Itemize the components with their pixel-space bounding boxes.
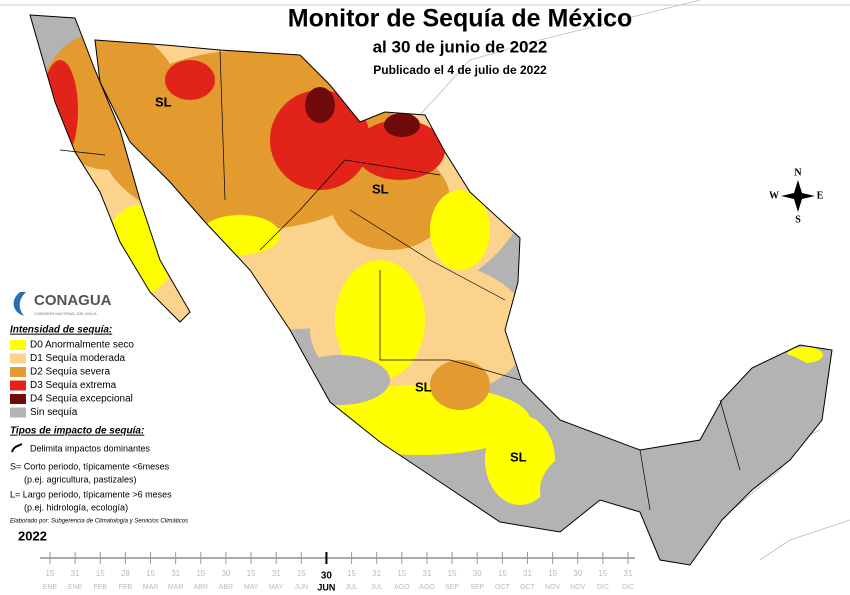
- credit: Elaborado por: Subgerencia de Climatolog…: [10, 519, 188, 525]
- impact-item: (p.ej. hidrología, ecología): [24, 502, 128, 512]
- timeline-month: MAR: [143, 584, 159, 591]
- compass: N S E W: [769, 167, 824, 225]
- timeline-month: OCT: [520, 584, 536, 591]
- timeline-day: 15: [146, 569, 155, 578]
- timeline-month: JUL: [370, 584, 383, 591]
- timeline-day: 31: [624, 569, 633, 578]
- impact-label: SL: [372, 181, 389, 196]
- legend-title: Intensidad de sequía:: [10, 325, 112, 336]
- timeline-month: ABR: [194, 584, 208, 591]
- compass-n: N: [794, 167, 802, 178]
- legend-swatch: [10, 340, 26, 350]
- impact-line-symbol: [11, 443, 23, 453]
- timeline-month: JUN: [294, 584, 308, 591]
- timeline-day: 15: [397, 569, 406, 578]
- timeline-month: NOV: [570, 584, 586, 591]
- legend-label: D3 Sequía extrema: [30, 380, 117, 391]
- timeline-day: 15: [46, 569, 55, 578]
- impact-label: SL: [415, 379, 432, 394]
- legend-label: D4 Sequía excepcional: [30, 394, 133, 405]
- timeline-day: 15: [297, 569, 306, 578]
- timeline-month: OCT: [495, 584, 511, 591]
- legend-label: D0 Anormalmente seco: [30, 340, 134, 351]
- timeline-day: 31: [71, 569, 80, 578]
- timeline-day: 15: [96, 569, 105, 578]
- timeline-day: 31: [523, 569, 532, 578]
- compass-w: W: [769, 190, 779, 201]
- timeline-day: 31: [171, 569, 180, 578]
- timeline-month: SEP: [445, 584, 459, 591]
- timeline-month: MAY: [244, 584, 259, 591]
- timeline-day: 30: [321, 571, 333, 582]
- subtitle: al 30 de junio de 2022: [373, 37, 548, 56]
- compass-s: S: [795, 214, 801, 225]
- timeline-day: 15: [448, 569, 457, 578]
- timeline-month: JUL: [345, 584, 358, 591]
- compass-e: E: [817, 190, 824, 201]
- legend-swatch: [10, 407, 26, 418]
- timeline-day: 15: [598, 569, 607, 578]
- impact-item: L= Largo periodo, típicamente >6 meses: [10, 489, 172, 499]
- timeline-month: DIC: [622, 584, 634, 591]
- timeline-month: ENE: [43, 584, 58, 591]
- timeline-month: ENE: [68, 584, 83, 591]
- impact-label: SL: [510, 449, 527, 464]
- timeline-day: 30: [473, 569, 482, 578]
- legend-label: D1 Sequía moderada: [30, 353, 126, 364]
- published-date: Publicado el 4 de julio de 2022: [373, 63, 547, 77]
- impact-line-label: Delimita impactos dominantes: [30, 443, 151, 453]
- impact-item: (p.ej. agricultura, pastizales): [24, 474, 137, 484]
- legend-swatch: [10, 367, 26, 377]
- legend-label: D2 Sequía severa: [30, 367, 110, 378]
- logo-name: CONAGUA: [34, 292, 112, 309]
- timeline-day: 31: [372, 569, 381, 578]
- timeline-day: 28: [121, 569, 130, 578]
- neighbor-borders: [0, 0, 850, 561]
- timeline-day: 15: [196, 569, 205, 578]
- timeline-month: AGO: [419, 584, 435, 591]
- impact-item: S= Corto periodo, típicamente <6meses: [10, 461, 170, 471]
- timeline-month: AGO: [394, 584, 410, 591]
- timeline-day: 31: [272, 569, 281, 578]
- legend-swatch: [10, 394, 26, 404]
- timeline-month: ABR: [219, 584, 233, 591]
- timeline-year: 2022: [18, 528, 47, 543]
- timeline-day: 15: [548, 569, 557, 578]
- timeline-month: MAR: [168, 584, 184, 591]
- timeline-day: 15: [498, 569, 507, 578]
- impact-label: SL: [155, 94, 172, 109]
- timeline-day: 15: [347, 569, 356, 578]
- timeline-month: NOV: [545, 584, 561, 591]
- timeline-month: SEP: [470, 584, 484, 591]
- legend-swatch: [10, 353, 26, 364]
- timeline-month: MAY: [269, 584, 284, 591]
- timeline-day: 30: [221, 569, 230, 578]
- timeline: 15 ENE 31 ENE 15 FEB 28 FEB 15 MAR 31 MAR 15 ABR 30 ABR…: [43, 552, 634, 592]
- timeline-month: DIC: [597, 584, 609, 591]
- legend: D0 Anormalmente seco D1 Sequía moderada D2…: [10, 340, 134, 418]
- timeline-month: JUN: [317, 582, 335, 592]
- legend-label: Sin sequía: [30, 407, 78, 418]
- timeline-month: FEB: [93, 584, 107, 591]
- timeline-day: 30: [573, 569, 582, 578]
- legend-swatch: [10, 380, 26, 391]
- impact-title: Tipos de impacto de sequía:: [10, 426, 144, 437]
- timeline-month: FEB: [119, 584, 133, 591]
- state-borders: [29, 14, 833, 566]
- timeline-day: 15: [247, 569, 256, 578]
- logo: CONAGUA COMISIÓN NACIONAL DEL AGUA: [13, 292, 112, 316]
- title: Monitor de Sequía de México: [288, 5, 633, 33]
- timeline-day: 31: [423, 569, 432, 578]
- logo-tagline: COMISIÓN NACIONAL DEL AGUA: [34, 311, 97, 316]
